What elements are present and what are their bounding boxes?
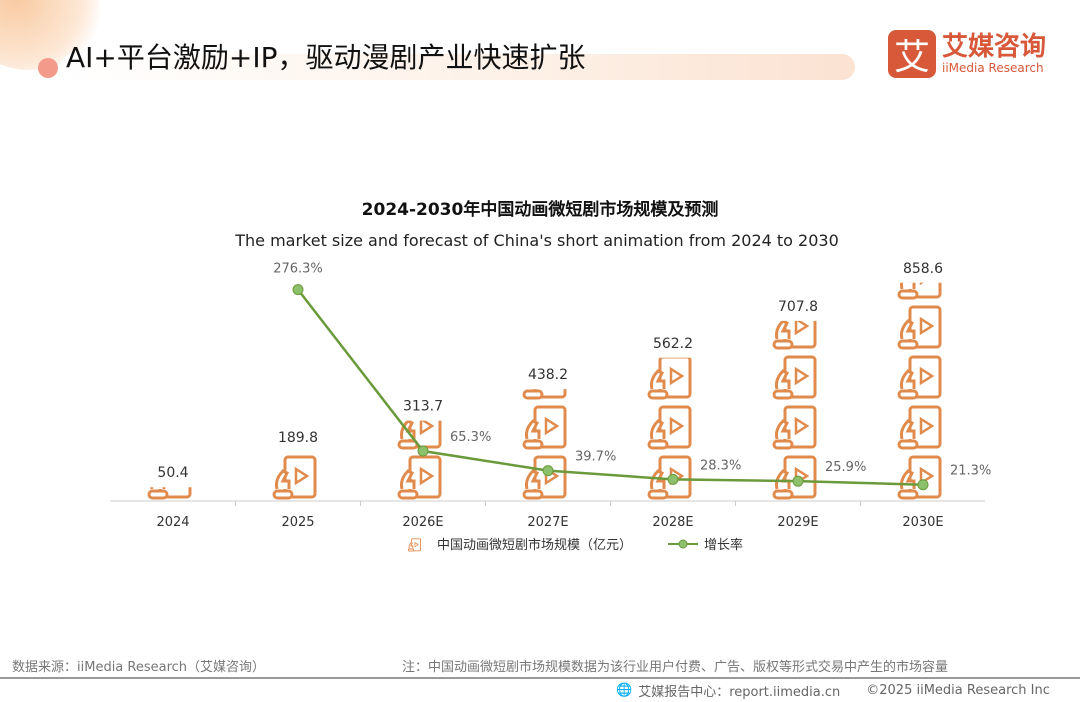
- x-tick-label: 2024: [156, 515, 189, 530]
- logo-en: iiMedia Research: [942, 61, 1044, 75]
- bar-icon-unit: [522, 455, 567, 500]
- growth-label: 25.9%: [825, 460, 866, 475]
- bar-icon-unit: [897, 405, 942, 450]
- globe-icon: 🌐: [616, 683, 633, 698]
- legend-bar-icon: [407, 538, 422, 552]
- logo: 艾 艾媒咨询 iiMedia Research: [888, 30, 1046, 78]
- growth-point: [292, 284, 304, 296]
- bar-value-label: 858.6: [903, 261, 943, 277]
- bar-2030E: [897, 282, 942, 500]
- bar-icon-unit: [897, 305, 942, 350]
- page-title: AI+平台激励+IP，驱动漫剧产业快速扩张: [66, 41, 586, 74]
- logo-cn: 艾媒咨询: [942, 32, 1047, 62]
- bar-value-label: 438.2: [528, 367, 568, 383]
- growth-point: [792, 475, 804, 487]
- legend-line-marker: [678, 539, 688, 549]
- growth-point: [917, 479, 929, 491]
- bar-icon-unit: [522, 405, 567, 450]
- x-tick-label: 2028E: [652, 515, 693, 530]
- growth-label: 276.3%: [273, 262, 323, 277]
- logo-mark: 艾: [888, 30, 936, 78]
- growth-label: 28.3%: [700, 458, 741, 473]
- title-band: [60, 54, 855, 80]
- growth-point: [667, 473, 679, 485]
- growth-label: 65.3%: [450, 430, 491, 445]
- bar-icon-unit: [772, 405, 817, 450]
- source-text: 数据来源：iiMedia Research（艾媒咨询）: [12, 660, 266, 675]
- chart: 2024-2030年中国动画微短剧市场规模及预测 The market size…: [110, 199, 991, 553]
- site-link[interactable]: 艾媒报告中心：report.iimedia.cn: [638, 685, 841, 700]
- bar-icon-unit: [647, 405, 692, 450]
- bar-value-label: 707.8: [778, 299, 818, 315]
- bar-icon-unit: [772, 355, 817, 400]
- bar-icon-unit: [897, 355, 942, 400]
- x-tick-label: 2025: [281, 515, 314, 530]
- bar-value-label: 313.7: [403, 399, 443, 415]
- growth-point: [542, 465, 554, 477]
- decor-dot: [38, 58, 58, 78]
- bar-icon-unit: [272, 455, 317, 500]
- bar-value-label: 189.8: [278, 430, 318, 446]
- footer-site: 🌐 艾媒报告中心：report.iimedia.cn ©2025 iiMedia…: [616, 681, 1050, 700]
- chart-subtitle: The market size and forecast of China's …: [234, 231, 839, 250]
- chart-title: 2024-2030年中国动画微短剧市场规模及预测: [362, 199, 719, 220]
- bar-value-label: 562.2: [653, 336, 693, 352]
- copyright: ©2025 iiMedia Research Inc: [866, 683, 1050, 698]
- x-tick-label: 2030E: [902, 515, 943, 530]
- legend-bar-label: 中国动画微短剧市场规模（亿元）: [437, 537, 632, 553]
- legend: 中国动画微短剧市场规模（亿元） 增长率: [407, 537, 743, 553]
- growth-label: 21.3%: [950, 464, 991, 479]
- growth-label: 39.7%: [575, 450, 616, 465]
- bar-icon-unit: [397, 455, 442, 500]
- growth-point: [417, 445, 429, 457]
- x-tick-label: 2029E: [777, 515, 818, 530]
- footer-divider: [0, 677, 1080, 679]
- bar-icon-unit: [647, 357, 692, 400]
- growth-line: [297, 288, 924, 486]
- x-tick-label: 2026E: [402, 515, 443, 530]
- legend-line-label: 增长率: [704, 537, 743, 553]
- bar-2029E: [772, 320, 817, 500]
- note-text: 注：中国动画微短剧市场规模数据为该行业用户付费、广告、版权等形式交易中产生的市场…: [402, 660, 949, 675]
- bar-value-label: 50.4: [157, 465, 188, 481]
- bar-icon-unit: [897, 455, 942, 500]
- bar-2025: [272, 455, 317, 500]
- x-tick-label: 2027E: [527, 515, 568, 530]
